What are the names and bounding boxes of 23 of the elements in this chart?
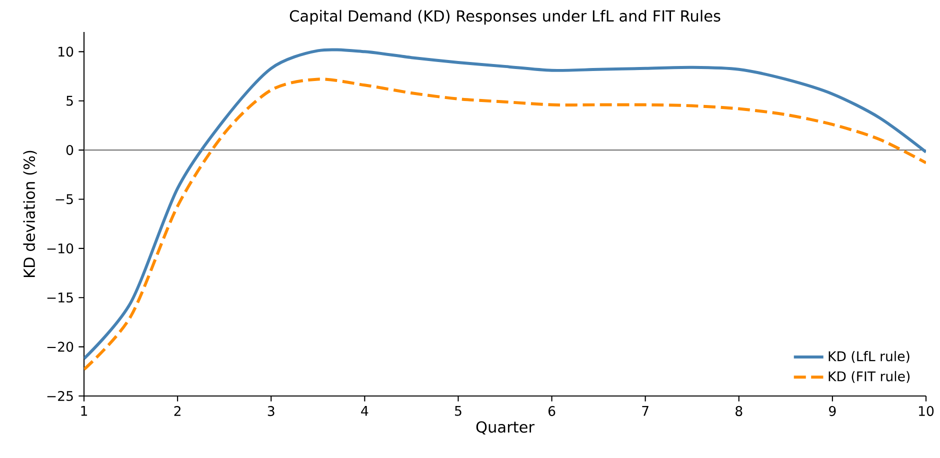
y-axis-title: KD deviation (%) bbox=[23, 150, 37, 277]
x-tick-label: 4 bbox=[361, 406, 368, 416]
y-tick-label: 10 bbox=[58, 46, 74, 57]
y-tick-label: −20 bbox=[47, 342, 74, 352]
x-tick-label: 10 bbox=[919, 406, 934, 416]
y-tick-label: 0 bbox=[66, 145, 74, 156]
x-tick-label: 5 bbox=[455, 406, 462, 416]
y-tick-label: −15 bbox=[47, 292, 73, 303]
y-tick-label: −5 bbox=[56, 194, 73, 204]
y-tick-label: −10 bbox=[47, 243, 74, 254]
legend-label: KD (FIT rule) bbox=[828, 371, 910, 383]
y-tick-label: 5 bbox=[66, 96, 73, 106]
x-tick-label: 6 bbox=[548, 406, 556, 416]
x-tick-label: 9 bbox=[829, 406, 836, 416]
x-tick-label: 3 bbox=[268, 406, 274, 416]
x-axis-title: Quarter bbox=[476, 421, 534, 434]
x-tick-label: 1 bbox=[81, 406, 88, 416]
x-tick-label: 2 bbox=[174, 406, 180, 416]
chart-title: Capital Demand (KD) Responses under LfL and FIT Rules bbox=[290, 10, 720, 25]
x-tick-label: 8 bbox=[736, 406, 742, 416]
legend-label: KD (LfL rule) bbox=[828, 350, 910, 363]
x-tick-label: 7 bbox=[642, 406, 648, 416]
y-tick-label: −25 bbox=[47, 390, 73, 402]
